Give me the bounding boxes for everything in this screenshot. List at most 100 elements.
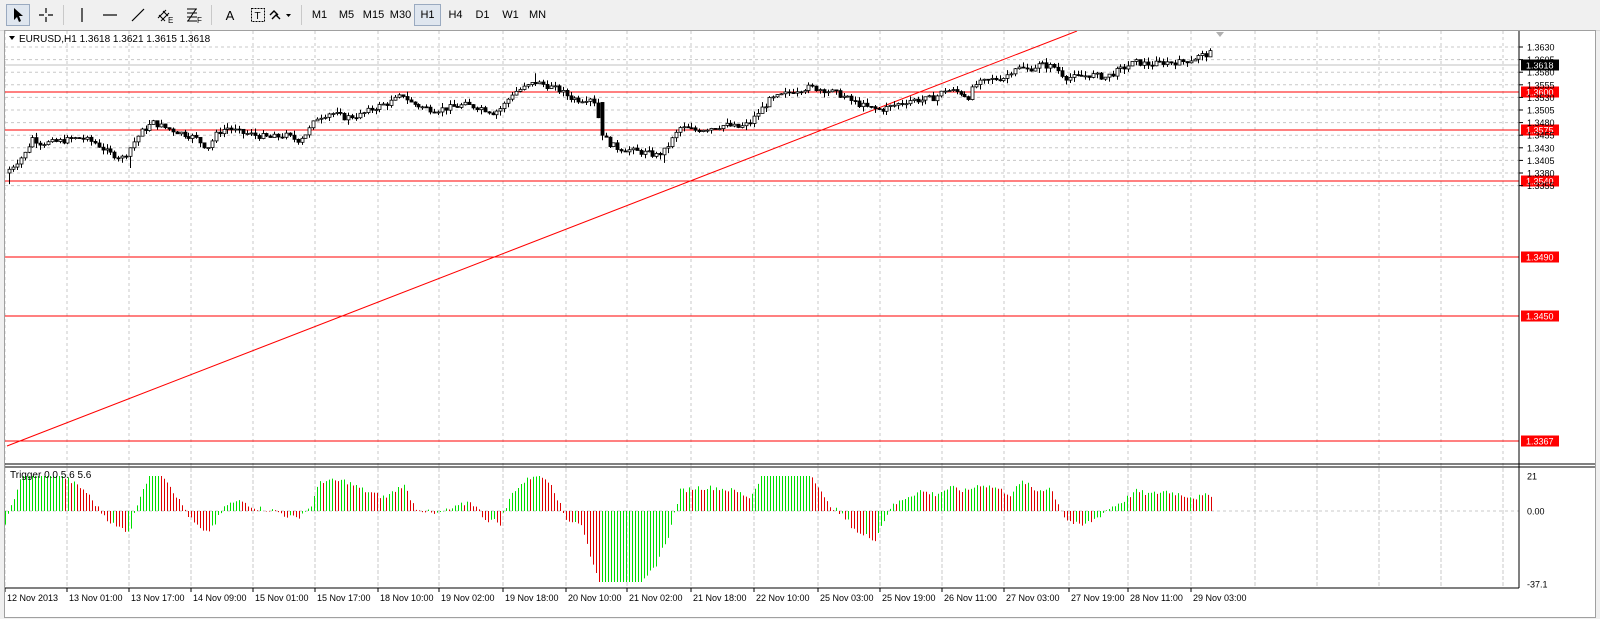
candle-body	[190, 134, 195, 139]
timeframe-d1-button[interactable]: D1	[475, 9, 490, 21]
candle-body	[1005, 74, 1010, 79]
time-label: 25 Nov 19:00	[882, 593, 936, 603]
candle-body	[136, 135, 141, 143]
candle-body	[728, 122, 733, 127]
timeframe-m1-button[interactable]: M1	[311, 9, 328, 21]
trendline-icon	[131, 8, 145, 22]
candle-body	[307, 127, 312, 136]
candle-body	[982, 78, 987, 81]
price-grid	[5, 31, 1519, 588]
candle-body	[842, 95, 847, 98]
candle-body	[459, 104, 464, 108]
candle-body	[760, 106, 765, 114]
candle-body	[1040, 62, 1045, 65]
timeframe-mn-button[interactable]: MN	[528, 9, 547, 21]
candle-body	[857, 100, 862, 108]
crosshair-tool[interactable]	[34, 4, 58, 26]
candle-body	[888, 104, 893, 107]
candle-body	[947, 90, 952, 92]
candle-body	[393, 96, 398, 101]
candle-body	[650, 150, 655, 157]
candle-body	[385, 103, 390, 106]
time-label: 14 Nov 09:00	[193, 593, 247, 603]
chart-canvas[interactable]: 1.3600 1.3575 1.3540 1.3490 1.3450 1.3367 1.36…	[5, 31, 1595, 617]
horizontal-levels: 1.3600 1.3575 1.3540 1.3490 1.3450 1.3367 1.36…	[5, 59, 1559, 447]
candle-body	[202, 142, 207, 149]
fibo-letter: F	[197, 16, 202, 24]
toolbar-separator	[301, 5, 302, 25]
candle-body	[128, 147, 133, 157]
text-label-tool[interactable]: T	[246, 4, 270, 26]
candle-body	[77, 137, 82, 139]
shift-marker-icon[interactable]	[1216, 32, 1224, 37]
candle-body	[81, 137, 86, 140]
candle-body	[1169, 61, 1174, 64]
fibonacci-tool[interactable]: F	[182, 4, 206, 26]
candle-body	[935, 95, 940, 102]
candle-body	[884, 106, 889, 112]
candle-body	[97, 142, 102, 148]
candle-body	[689, 127, 694, 130]
indicator-scale-label: -37.1	[1527, 580, 1548, 590]
candle-body	[783, 91, 788, 95]
candle-body	[767, 97, 772, 108]
candle-body	[565, 90, 570, 97]
timeframe-w1-button[interactable]: W1	[502, 9, 519, 21]
timeframe-m30-button[interactable]: M30	[389, 9, 412, 21]
candle-body	[1200, 53, 1205, 56]
candle-body	[803, 90, 808, 93]
time-label: 19 Nov 02:00	[441, 593, 495, 603]
equidistant-channel-tool[interactable]: E	[154, 4, 178, 26]
candle-body	[62, 139, 67, 144]
level-price-tag	[1521, 124, 1559, 136]
candle-body	[1068, 76, 1073, 81]
candle-body	[861, 102, 866, 108]
trendline[interactable]	[6, 31, 1078, 447]
candle-body	[510, 94, 515, 100]
candle-body	[639, 150, 644, 155]
timeframe-m5-button[interactable]: M5	[338, 9, 355, 21]
timeframe-m15-button[interactable]: M15	[362, 9, 385, 21]
vertical-line-tool[interactable]	[70, 4, 94, 26]
time-label: 26 Nov 11:00	[944, 593, 997, 603]
candle-body	[280, 136, 285, 139]
indicator-scale-label: 0.00	[1527, 507, 1545, 517]
candle-body	[420, 106, 425, 109]
candle-body	[261, 133, 266, 139]
candle-body	[557, 85, 562, 93]
candle-body	[795, 91, 800, 94]
indicator-histogram	[5, 476, 1212, 583]
timeframe-h1-button[interactable]: H1	[414, 4, 441, 26]
candle-body	[214, 131, 219, 142]
candle-body	[50, 139, 55, 143]
arrows-tool[interactable]	[266, 4, 296, 26]
candle-body	[604, 135, 609, 138]
candle-body	[822, 89, 827, 94]
candle-body	[1060, 70, 1065, 77]
channel-icon: E	[157, 9, 173, 24]
candle-body	[611, 142, 616, 147]
text-tool[interactable]: A	[218, 4, 242, 26]
cursor-tool[interactable]	[6, 4, 30, 26]
candle-body	[600, 102, 605, 136]
horizontal-line-tool[interactable]	[98, 4, 122, 26]
candle-body	[627, 149, 632, 153]
candle-body	[1037, 63, 1042, 69]
timeframe-h4-button[interactable]: H4	[448, 9, 463, 21]
candle-body	[11, 166, 16, 170]
trendline-tool[interactable]	[126, 4, 150, 26]
candle-body	[268, 135, 273, 138]
candle-body	[986, 78, 991, 81]
candle-body	[818, 89, 823, 92]
candle-body	[502, 102, 507, 110]
candle-body	[452, 104, 457, 107]
candle-body	[1208, 50, 1213, 58]
candle-body	[1076, 74, 1081, 77]
time-label: 12 Nov 2013	[7, 593, 58, 603]
candle-body	[311, 120, 316, 129]
chart-window[interactable]: 1.3600 1.3575 1.3540 1.3490 1.3450 1.3367 1.36…	[4, 30, 1596, 618]
candle-body	[463, 101, 468, 106]
candle-body	[966, 96, 971, 100]
candle-body	[596, 102, 601, 119]
candle-body	[1072, 74, 1077, 78]
